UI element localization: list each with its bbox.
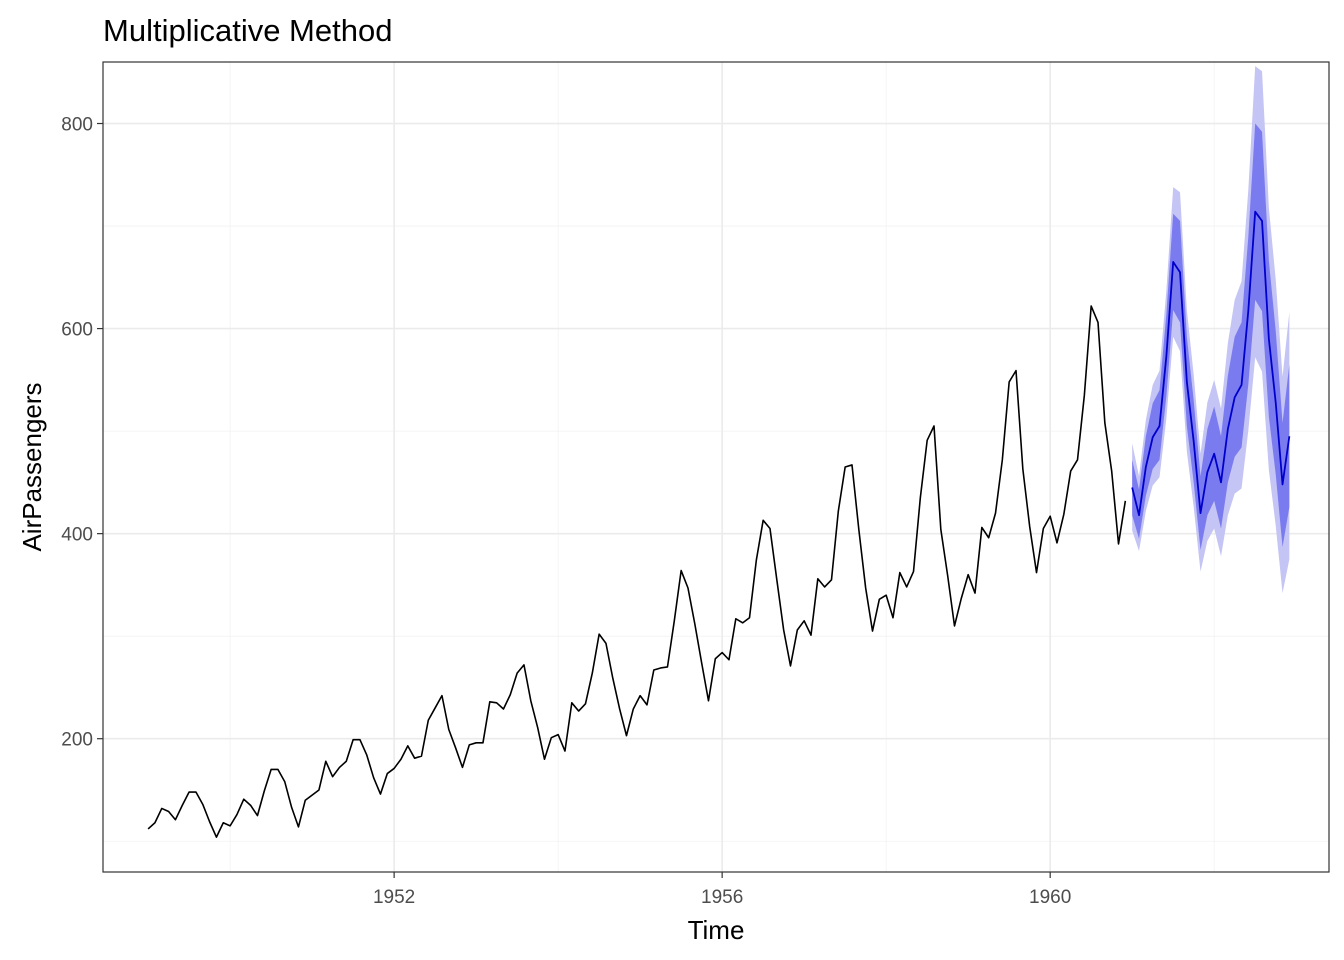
x-tick-label: 1960 [1029, 887, 1071, 908]
plot-panel [103, 62, 1329, 872]
panel-border [102, 61, 1330, 873]
y-axis-title: AirPassengers [17, 382, 47, 551]
observed-series-line [147, 305, 1127, 838]
y-tick-label: 600 [61, 320, 93, 341]
y-tick-label: 800 [61, 115, 93, 136]
x-axis-title: Time [688, 915, 745, 945]
y-tick-label: 200 [61, 730, 93, 751]
x-tick-label: 1956 [701, 887, 743, 908]
forecast-mean-line [1131, 210, 1291, 517]
y-tick-label: 400 [61, 525, 93, 546]
forecast-band-80 [1132, 123, 1290, 551]
y-axis: 200 400 600 800 [61, 115, 103, 751]
forecast-band-95 [1132, 66, 1290, 594]
x-tick-label: 1952 [373, 887, 415, 908]
forecast-bands [1132, 66, 1290, 594]
panel-background [103, 62, 1329, 872]
major-gridlines [103, 62, 1329, 872]
chart-title: Multiplicative Method [103, 13, 392, 48]
minor-gridlines [103, 62, 1329, 872]
x-axis: 1952 1956 1960 [373, 872, 1071, 908]
